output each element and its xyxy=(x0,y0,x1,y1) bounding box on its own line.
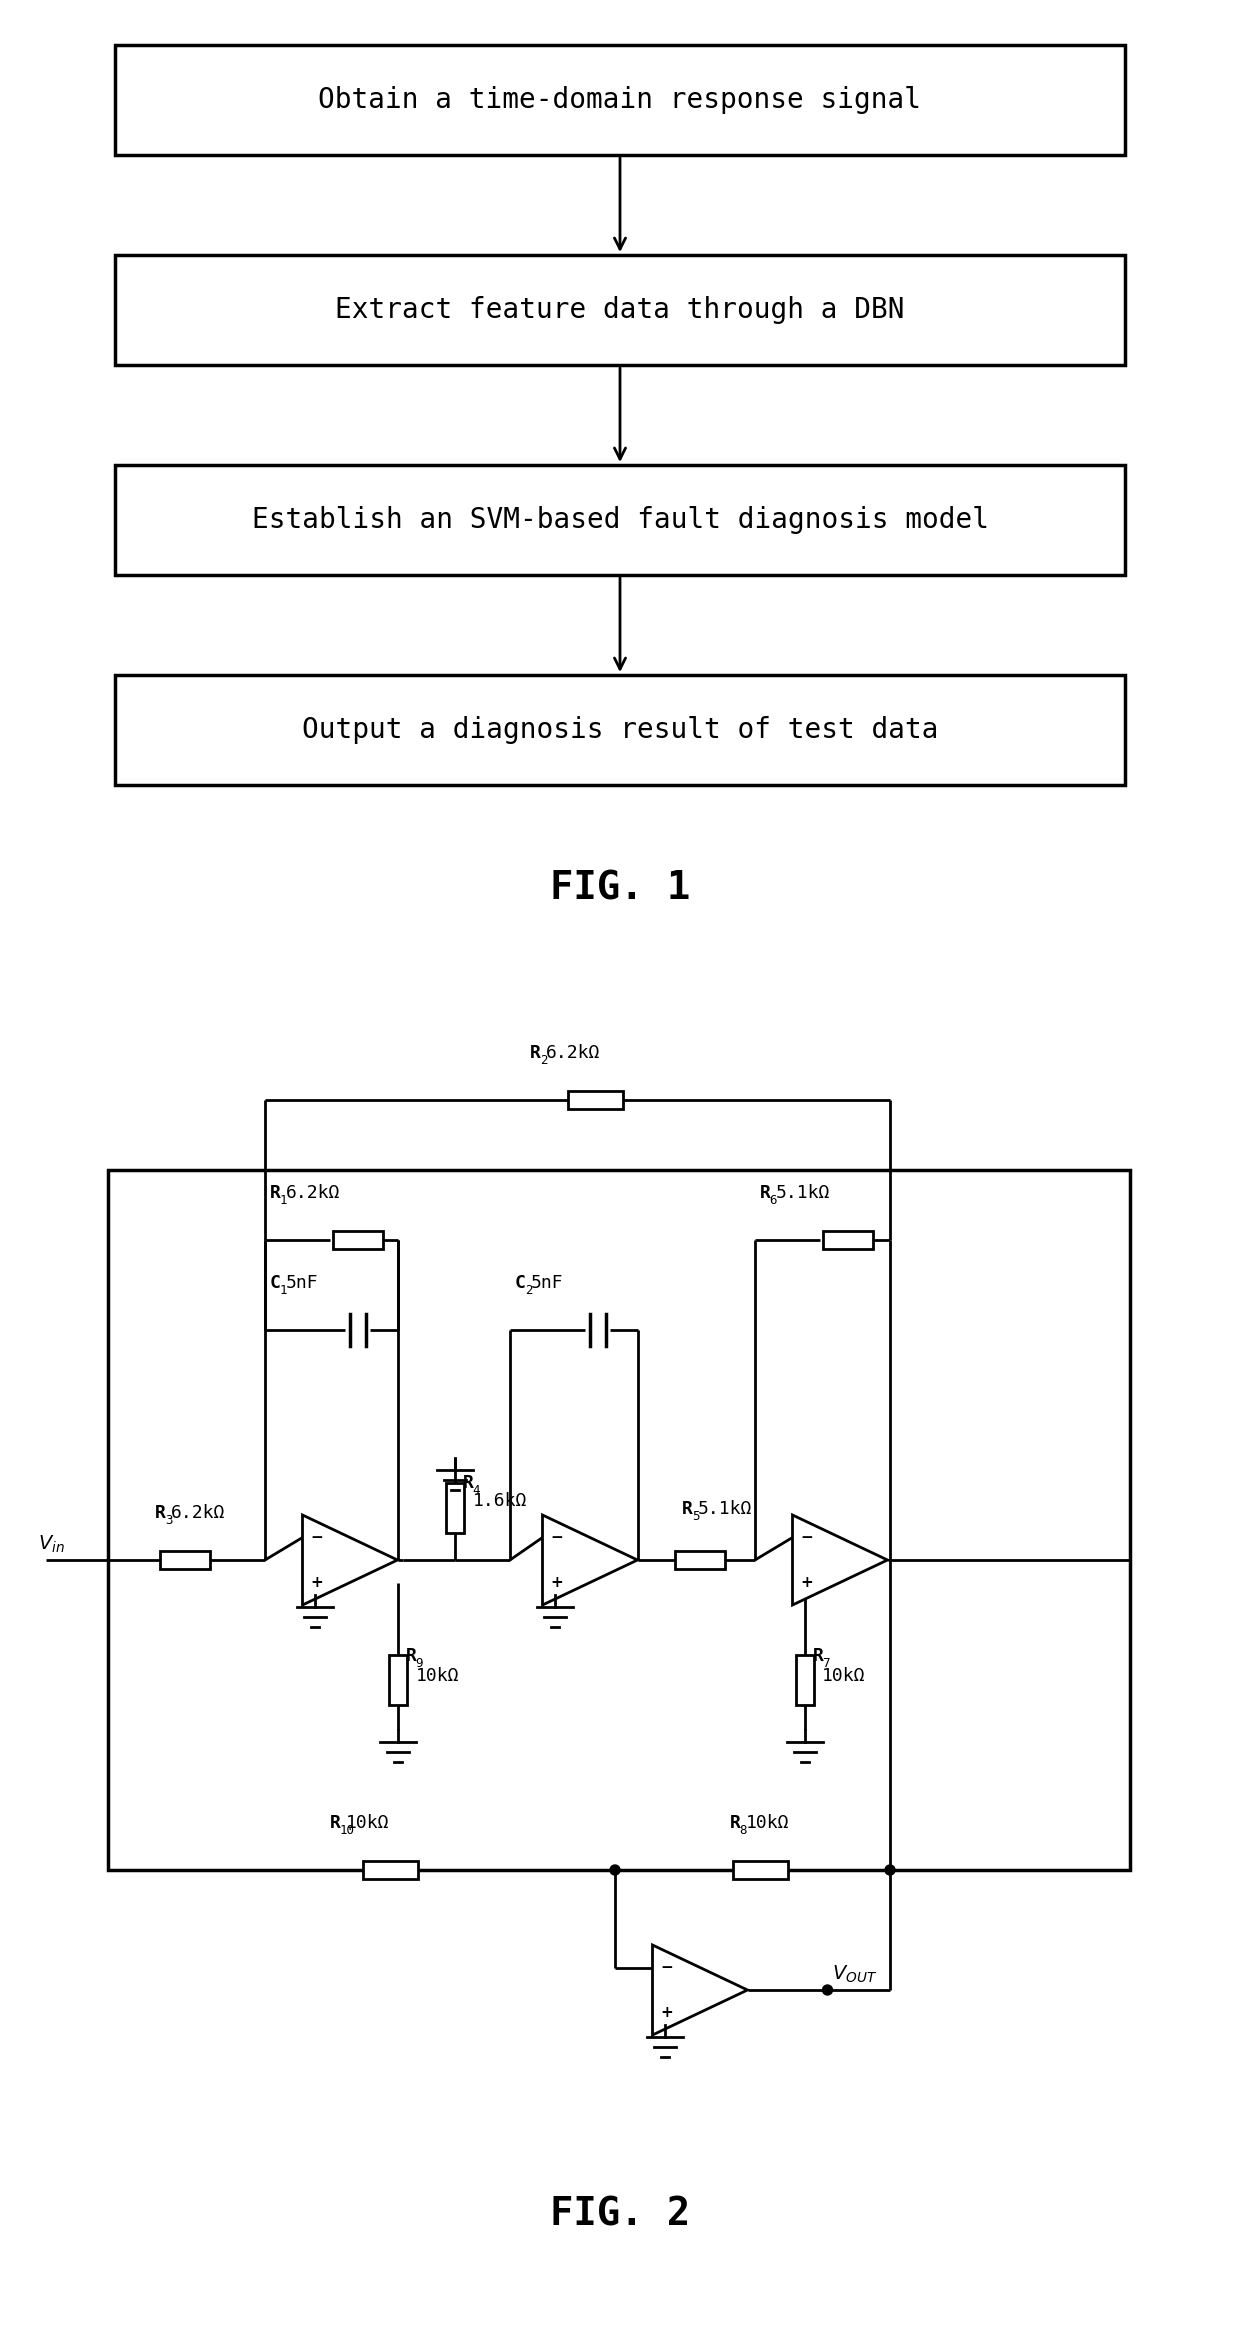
Text: 1: 1 xyxy=(280,1284,288,1296)
Text: R: R xyxy=(330,1815,341,1831)
Text: Obtain a time-domain response signal: Obtain a time-domain response signal xyxy=(319,87,921,115)
Text: 10kΩ: 10kΩ xyxy=(745,1815,789,1831)
Text: C: C xyxy=(515,1275,526,1291)
Text: −: − xyxy=(551,1530,563,1546)
Text: 5nF: 5nF xyxy=(531,1275,563,1291)
Text: 2: 2 xyxy=(539,1053,547,1067)
Bar xyxy=(160,1551,210,1569)
Text: R: R xyxy=(463,1474,474,1492)
Bar xyxy=(362,1862,418,1878)
Text: 1.6kΩ: 1.6kΩ xyxy=(472,1492,527,1509)
Bar xyxy=(733,1862,787,1878)
Bar xyxy=(446,1483,464,1532)
Bar xyxy=(115,255,1125,365)
Text: 3: 3 xyxy=(165,1513,172,1527)
Text: −: − xyxy=(800,1530,813,1546)
Text: R: R xyxy=(682,1499,693,1518)
Text: 6.2kΩ: 6.2kΩ xyxy=(171,1504,224,1523)
Text: R: R xyxy=(405,1647,417,1665)
Text: 2: 2 xyxy=(525,1284,532,1296)
Text: 6.2kΩ: 6.2kΩ xyxy=(546,1043,600,1062)
Text: 9: 9 xyxy=(415,1656,423,1670)
Polygon shape xyxy=(543,1516,637,1605)
Text: 10kΩ: 10kΩ xyxy=(346,1815,389,1831)
Text: C: C xyxy=(270,1275,281,1291)
Text: R: R xyxy=(730,1815,740,1831)
Text: R: R xyxy=(270,1184,281,1202)
Text: −: − xyxy=(310,1530,322,1546)
Text: 5: 5 xyxy=(692,1509,699,1523)
Polygon shape xyxy=(792,1516,888,1605)
Bar xyxy=(115,465,1125,575)
Text: 5.1kΩ: 5.1kΩ xyxy=(698,1499,751,1518)
Text: 10: 10 xyxy=(340,1824,355,1836)
Text: FIG. 1: FIG. 1 xyxy=(549,870,691,908)
Text: R: R xyxy=(155,1504,166,1523)
Bar xyxy=(568,1090,622,1109)
Text: 10kΩ: 10kΩ xyxy=(415,1668,459,1684)
Text: 6.2kΩ: 6.2kΩ xyxy=(285,1184,340,1202)
Text: R: R xyxy=(760,1184,771,1202)
Text: 4: 4 xyxy=(472,1483,480,1497)
Text: $V_{in}$: $V_{in}$ xyxy=(38,1534,64,1555)
Bar xyxy=(115,44,1125,154)
Bar xyxy=(796,1656,813,1705)
Text: +: + xyxy=(660,2005,673,2021)
Text: 8: 8 xyxy=(740,1824,748,1836)
Circle shape xyxy=(885,1864,895,1876)
Text: $V_{OUT}$: $V_{OUT}$ xyxy=(832,1965,878,1986)
Text: FIG. 2: FIG. 2 xyxy=(549,2194,691,2234)
Text: +: + xyxy=(551,1574,563,1591)
Text: R: R xyxy=(812,1647,823,1665)
Text: 1: 1 xyxy=(280,1193,288,1207)
Text: 5.1kΩ: 5.1kΩ xyxy=(775,1184,830,1202)
Bar xyxy=(115,676,1125,786)
Bar xyxy=(389,1656,407,1705)
Text: +: + xyxy=(800,1574,813,1591)
Bar xyxy=(108,1170,1130,1869)
Bar xyxy=(823,1230,873,1249)
Polygon shape xyxy=(303,1516,398,1605)
Polygon shape xyxy=(652,1946,748,2035)
Text: Output a diagnosis result of test data: Output a diagnosis result of test data xyxy=(301,716,939,744)
Text: R: R xyxy=(529,1043,541,1062)
Circle shape xyxy=(822,1986,832,1995)
Text: +: + xyxy=(310,1574,322,1591)
Bar xyxy=(675,1551,725,1569)
Text: 6: 6 xyxy=(770,1193,777,1207)
Text: −: − xyxy=(660,1960,673,1974)
Text: Establish an SVM-based fault diagnosis model: Establish an SVM-based fault diagnosis m… xyxy=(252,505,988,533)
Bar xyxy=(334,1230,383,1249)
Text: Extract feature data through a DBN: Extract feature data through a DBN xyxy=(335,297,905,325)
Circle shape xyxy=(610,1864,620,1876)
Text: 5nF: 5nF xyxy=(285,1275,319,1291)
Text: 10kΩ: 10kΩ xyxy=(822,1668,866,1684)
Text: 7: 7 xyxy=(822,1656,830,1670)
